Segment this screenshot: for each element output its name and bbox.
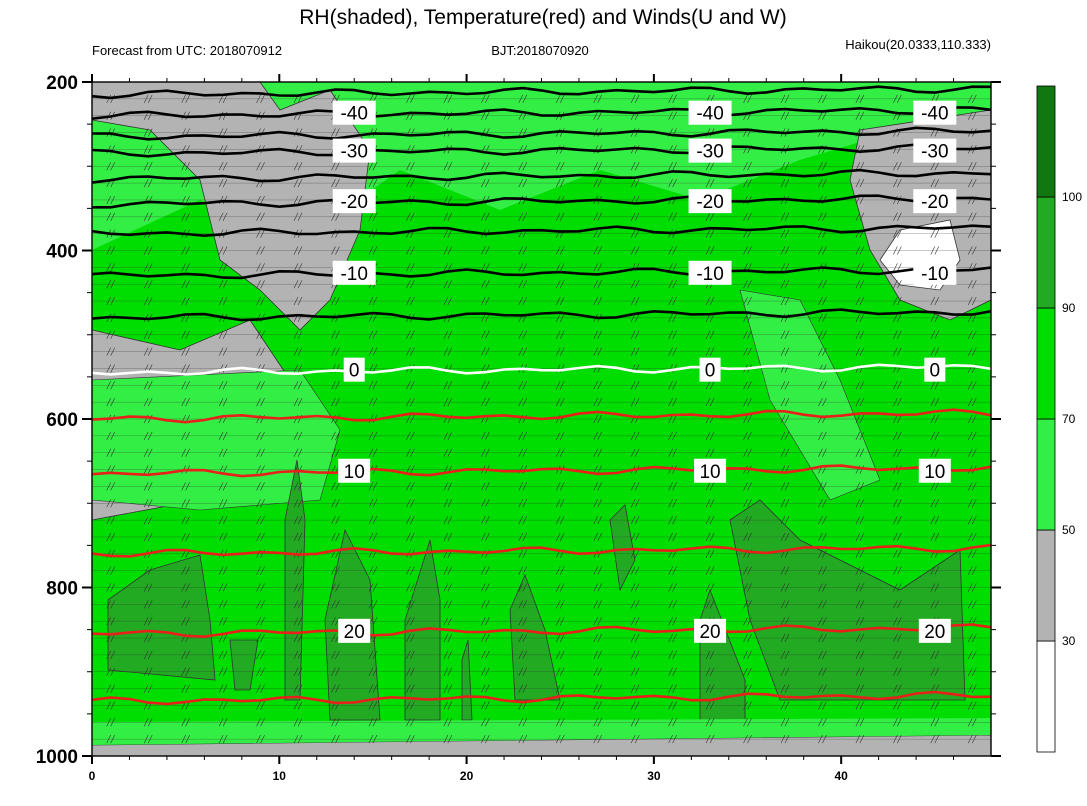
x-tick-label: 10 bbox=[273, 769, 287, 783]
contour-label-box bbox=[688, 138, 732, 163]
contour-label: 10 bbox=[924, 462, 945, 483]
colorbar-tick-label: 90 bbox=[1062, 301, 1076, 315]
temperature-isoline bbox=[92, 266, 991, 280]
colorbar-segment bbox=[1036, 640, 1056, 753]
contour-label: -10 bbox=[921, 264, 948, 285]
contour-label: -40 bbox=[696, 104, 723, 125]
contour-label-box bbox=[913, 138, 957, 163]
contour-label-box bbox=[332, 138, 376, 163]
temperature-isoline bbox=[92, 168, 991, 184]
contour-label: 10 bbox=[344, 462, 365, 483]
colorbar-segment bbox=[1036, 418, 1056, 531]
colorbar: 30 50 70 90 100 bbox=[1036, 85, 1082, 753]
contour-label: 20 bbox=[344, 622, 365, 643]
rh-moist-patch-1 bbox=[92, 369, 341, 511]
contour-label-box bbox=[913, 260, 957, 285]
contour-label-box bbox=[332, 189, 376, 214]
contour-label-box bbox=[688, 189, 732, 214]
contour-label: -30 bbox=[340, 142, 367, 163]
contour-label-box bbox=[694, 618, 727, 643]
colorbar-tick-label: 70 bbox=[1062, 412, 1076, 426]
contour-label: 0 bbox=[705, 361, 716, 382]
contour-label: -30 bbox=[696, 142, 723, 163]
contour-label-box bbox=[332, 260, 376, 285]
chart-subtitle-right: Haikou(20.0333,110.333) bbox=[845, 37, 991, 52]
colorbar-segment bbox=[1036, 307, 1056, 420]
contour-label-box bbox=[913, 100, 957, 125]
temperature-isoline bbox=[92, 143, 991, 158]
plot-area: -40 -40 -40 -30 -30 -30 -20 -20 -20 -10 -10 -10 0 0 0 1… bbox=[92, 82, 991, 756]
x-tick-label: 40 bbox=[834, 769, 848, 783]
temperature-isoline bbox=[92, 408, 991, 424]
chart-title: RH(shaded), Temperature(red) and Winds(U… bbox=[299, 6, 786, 29]
contour-label-box bbox=[338, 618, 371, 643]
colorbar-segment bbox=[1036, 85, 1056, 198]
contour-label-box bbox=[343, 357, 365, 382]
temperature-isoline bbox=[92, 363, 991, 376]
contour-label: 0 bbox=[930, 361, 941, 382]
contour-label: 20 bbox=[924, 622, 945, 643]
temperature-contours bbox=[92, 85, 991, 706]
contour-label: -20 bbox=[921, 192, 948, 213]
chart-subtitle-center: BJT:2018070920 bbox=[491, 43, 589, 58]
contour-label: 20 bbox=[699, 622, 720, 643]
contour-label: -10 bbox=[696, 264, 723, 285]
contour-label-box bbox=[918, 618, 951, 643]
temperature-contour-labels: -40 -40 -40 -30 -30 -30 -20 -20 -20 -10 -10 -10 0 0 0 1… bbox=[332, 100, 957, 643]
y-tick-label: 1000 bbox=[36, 747, 78, 768]
temperature-isoline bbox=[92, 194, 991, 209]
temperature-isoline bbox=[92, 126, 991, 141]
contour-label: -30 bbox=[921, 142, 948, 163]
colorbar-segment bbox=[1036, 529, 1056, 642]
contour-label: 10 bbox=[699, 462, 720, 483]
colorbar-tick-label: 100 bbox=[1062, 190, 1082, 204]
temperature-isoline bbox=[92, 85, 991, 100]
x-axis: 0 10 20 30 40 bbox=[89, 74, 955, 783]
rh-surface-moist-band bbox=[92, 718, 991, 745]
contour-label-box bbox=[918, 458, 951, 483]
contour-label-box bbox=[924, 357, 946, 382]
contour-label: -40 bbox=[921, 104, 948, 125]
temperature-isoline bbox=[92, 543, 991, 558]
colorbar-tick-label: 50 bbox=[1062, 523, 1076, 537]
colorbar-segment bbox=[1036, 196, 1056, 309]
temperature-isoline bbox=[92, 106, 991, 120]
contour-label-box bbox=[332, 100, 376, 125]
contour-label: 0 bbox=[349, 361, 360, 382]
rh-moist-patch-2 bbox=[739, 289, 881, 501]
contour-label: -40 bbox=[340, 104, 367, 125]
rh-wet-patch-6 bbox=[461, 639, 473, 721]
contour-label-box bbox=[699, 357, 721, 382]
x-tick-label: 20 bbox=[460, 769, 474, 783]
rh-wet-patch-2 bbox=[229, 639, 259, 691]
temperature-isoline bbox=[92, 464, 991, 478]
contour-label: -20 bbox=[340, 192, 367, 213]
y-tick-label: 800 bbox=[46, 579, 78, 600]
x-tick-label: 30 bbox=[647, 769, 661, 783]
contour-label-box bbox=[688, 100, 732, 125]
contour-label: -20 bbox=[696, 192, 723, 213]
y-tick-label: 200 bbox=[46, 73, 78, 94]
x-tick-label: 0 bbox=[89, 769, 96, 783]
y-tick-label: 400 bbox=[46, 242, 78, 263]
temperature-isoline bbox=[92, 690, 991, 706]
contour-label-box bbox=[694, 458, 727, 483]
contour-label-box bbox=[688, 260, 732, 285]
colorbar-tick-label: 30 bbox=[1062, 634, 1076, 648]
rh-wet-patch-8 bbox=[609, 504, 636, 592]
contour-label: -10 bbox=[340, 264, 367, 285]
temperature-isoline bbox=[92, 308, 991, 322]
y-tick-label: 600 bbox=[46, 410, 78, 431]
chart-subtitle-left: Forecast from UTC: 2018070912 bbox=[92, 43, 282, 58]
contour-label-box bbox=[338, 458, 371, 483]
contour-label-box bbox=[913, 189, 957, 214]
temperature-isoline bbox=[92, 623, 991, 639]
temperature-isoline bbox=[92, 224, 991, 238]
